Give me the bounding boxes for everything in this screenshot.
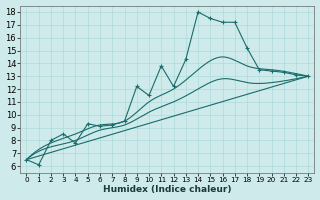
X-axis label: Humidex (Indice chaleur): Humidex (Indice chaleur) <box>103 185 232 194</box>
